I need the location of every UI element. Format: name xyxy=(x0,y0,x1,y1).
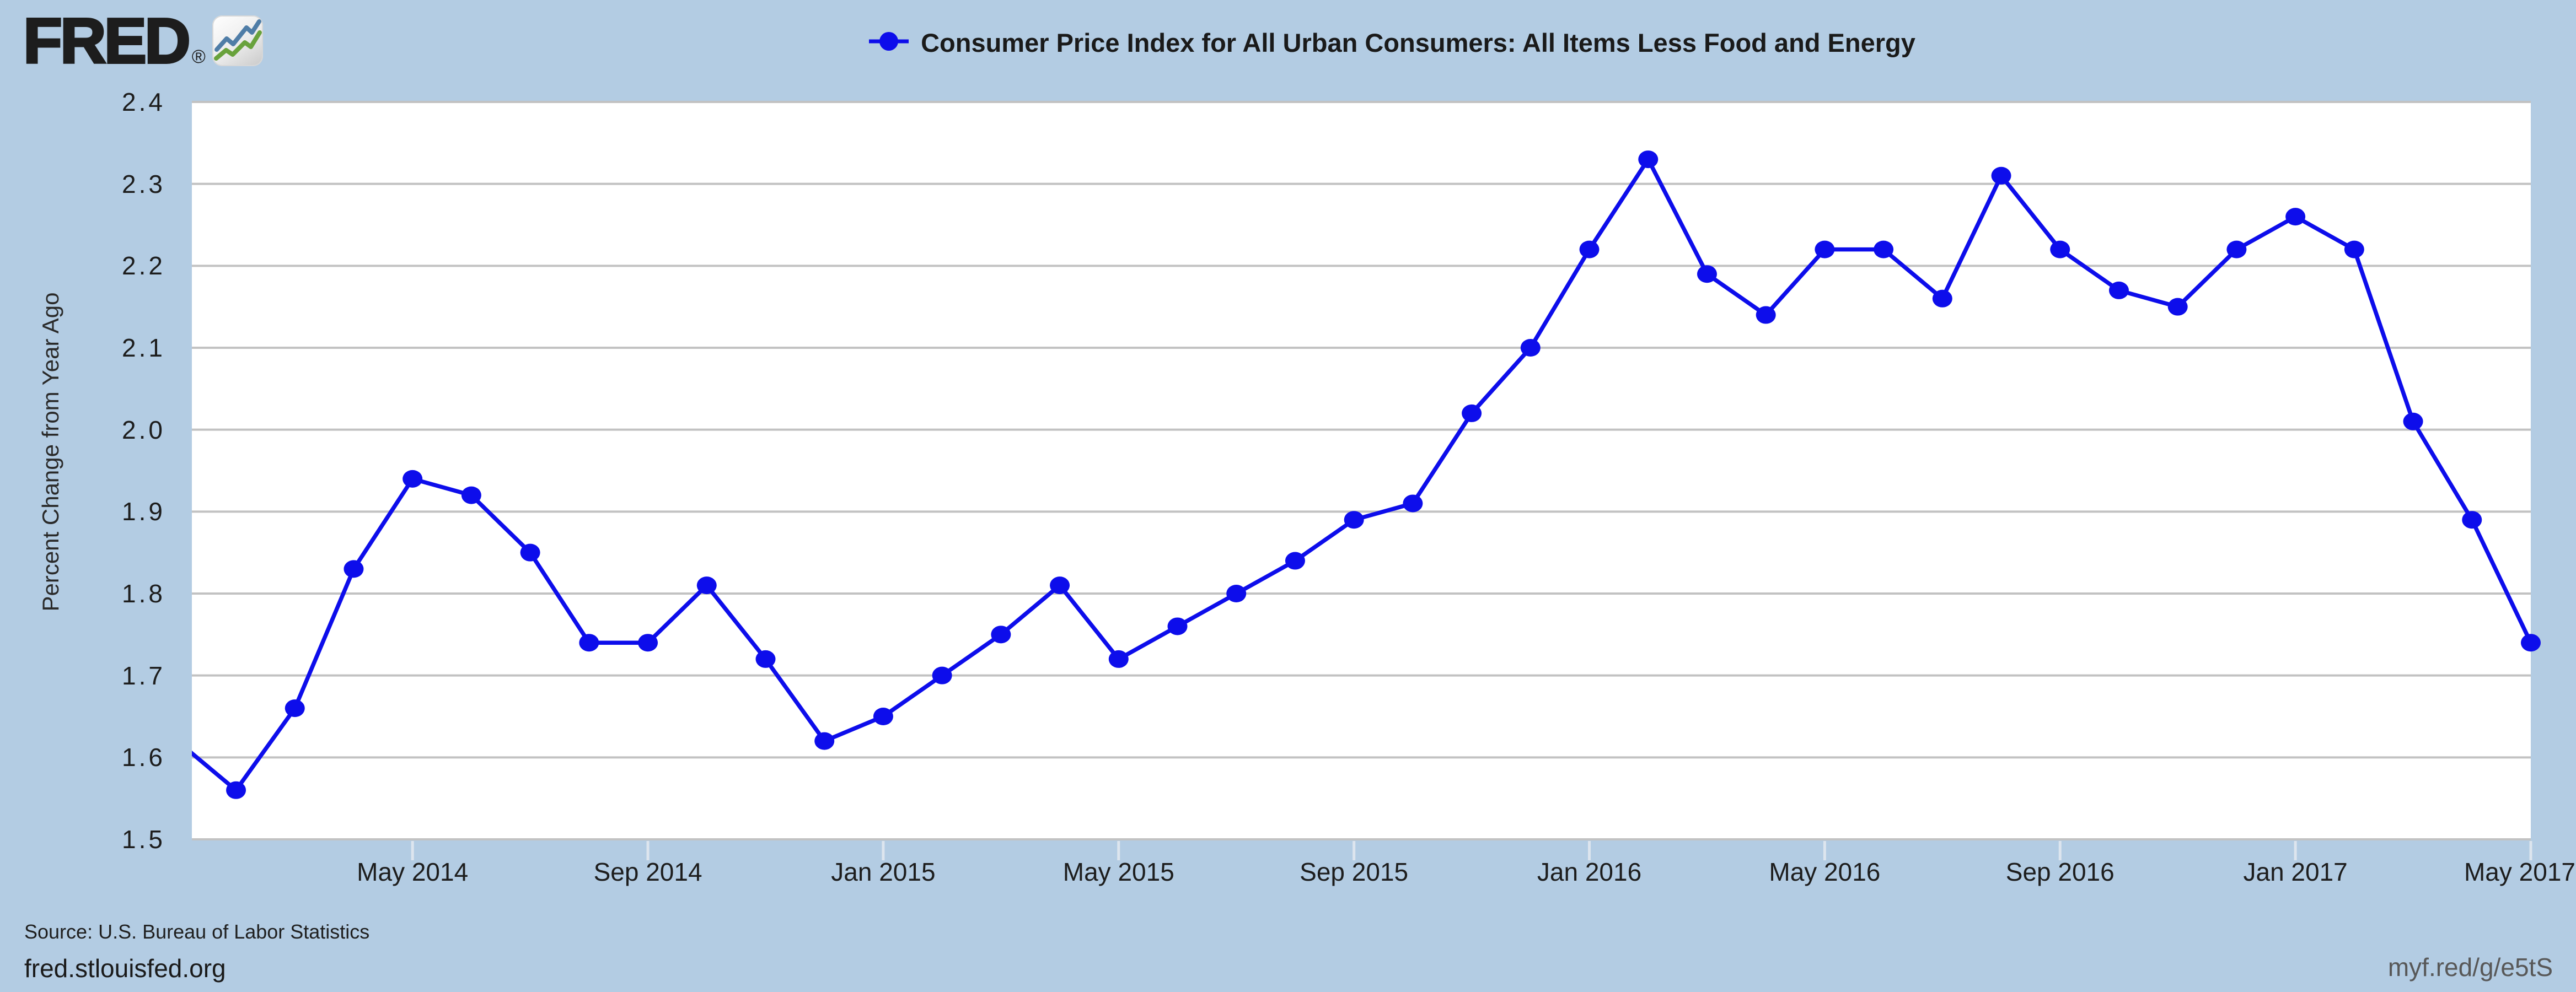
data-point-mar-2016[interactable] xyxy=(1697,265,1717,283)
data-point-jan-2017[interactable] xyxy=(2285,208,2306,226)
data-point-aug-2015[interactable] xyxy=(1285,552,1305,570)
x-axis-tick-label: Jan 2016 xyxy=(1537,858,1642,886)
data-point-feb-2015[interactable] xyxy=(932,666,952,684)
y-axis-tick-label: 2.4 xyxy=(122,88,165,116)
x-axis-tick-label: May 2016 xyxy=(1769,858,1881,886)
site-link[interactable]: fred.stlouisfed.org xyxy=(24,954,226,983)
data-point-apr-2015[interactable] xyxy=(1050,576,1070,595)
data-point-mar-2014[interactable] xyxy=(285,699,305,718)
short-url-link[interactable]: myf.red/g/e5tS xyxy=(2387,953,2553,982)
data-point-jul-2015[interactable] xyxy=(1226,585,1247,602)
data-point-feb-2014[interactable] xyxy=(226,781,246,799)
chart-legend: Consumer Price Index for All Urban Consu… xyxy=(254,28,2531,58)
fred-logo-text: FRED xyxy=(22,5,192,77)
y-axis-tick-label: 1.9 xyxy=(122,497,165,526)
data-point-aug-2014[interactable] xyxy=(579,634,599,652)
y-axis-tick-label: 2.1 xyxy=(122,333,165,362)
data-point-dec-2014[interactable] xyxy=(814,732,835,750)
data-point-dec-2015[interactable] xyxy=(1520,339,1541,357)
data-point-nov-2016[interactable] xyxy=(2167,298,2188,316)
y-axis-tick-label: 1.6 xyxy=(122,743,165,772)
data-point-jun-2014[interactable] xyxy=(461,486,481,504)
series-marker-icon xyxy=(869,28,909,57)
data-point-oct-2016[interactable] xyxy=(2108,281,2129,299)
data-point-nov-2015[interactable] xyxy=(1462,404,1482,422)
source-note: Source: U.S. Bureau of Labor Statistics xyxy=(24,920,370,943)
x-axis-tick-label: Jan 2017 xyxy=(2243,858,2348,886)
data-point-dec-2016[interactable] xyxy=(2226,240,2247,258)
data-point-may-2014[interactable] xyxy=(402,470,423,488)
data-point-jul-2014[interactable] xyxy=(520,543,540,562)
data-point-oct-2014[interactable] xyxy=(696,576,717,595)
data-point-sep-2014[interactable] xyxy=(638,634,658,652)
data-point-mar-2015[interactable] xyxy=(991,626,1011,644)
x-axis-tick-label: Jan 2015 xyxy=(831,858,936,886)
data-point-sep-2016[interactable] xyxy=(2050,240,2070,258)
data-point-jan-2016[interactable] xyxy=(1579,240,1600,258)
data-point-nov-2014[interactable] xyxy=(755,650,776,668)
data-point-jan-2015[interactable] xyxy=(873,708,893,725)
x-axis-tick-label: Sep 2016 xyxy=(2005,858,2115,886)
x-axis-tick-label: May 2015 xyxy=(1062,858,1174,886)
y-axis-tick-label: 1.8 xyxy=(122,579,165,608)
data-point-oct-2015[interactable] xyxy=(1403,494,1423,513)
data-point-apr-2016[interactable] xyxy=(1756,306,1776,324)
data-point-may-2015[interactable] xyxy=(1108,650,1129,668)
data-point-jun-2016[interactable] xyxy=(1874,240,1894,258)
y-axis-tick-label: 1.5 xyxy=(122,825,165,854)
data-point-apr-2014[interactable] xyxy=(344,560,364,578)
x-axis-tick-label: Sep 2014 xyxy=(593,858,702,886)
x-axis-tick-label: May 2014 xyxy=(357,858,469,886)
data-point-jul-2016[interactable] xyxy=(1932,289,1952,308)
data-point-feb-2017[interactable] xyxy=(2344,240,2364,258)
data-point-aug-2016[interactable] xyxy=(1991,166,2011,185)
series-legend-label[interactable]: Consumer Price Index for All Urban Consu… xyxy=(921,28,1915,57)
data-point-sep-2015[interactable] xyxy=(1344,511,1364,529)
fred-logo-chart-icon xyxy=(212,15,263,66)
plot-background xyxy=(192,102,2531,839)
x-axis-tick-label: Sep 2015 xyxy=(1300,858,1409,886)
registered-trademark-symbol: ® xyxy=(191,46,206,67)
data-point-feb-2016[interactable] xyxy=(1638,150,1659,169)
data-point-mar-2017[interactable] xyxy=(2403,412,2423,430)
y-axis-tick-label: 2.2 xyxy=(122,251,165,281)
data-point-jun-2015[interactable] xyxy=(1167,617,1188,635)
data-point-may-2017[interactable] xyxy=(2521,634,2541,652)
x-axis-tick-label: May 2017 xyxy=(2464,858,2575,886)
y-axis-tick-label: 2.0 xyxy=(122,415,165,444)
y-axis-tick-label: 1.7 xyxy=(122,661,165,690)
y-axis-tick-label: 2.3 xyxy=(122,169,165,198)
fred-logo[interactable]: FRED ® xyxy=(22,5,263,77)
data-point-may-2016[interactable] xyxy=(1815,240,1835,258)
data-point-apr-2017[interactable] xyxy=(2462,511,2482,529)
